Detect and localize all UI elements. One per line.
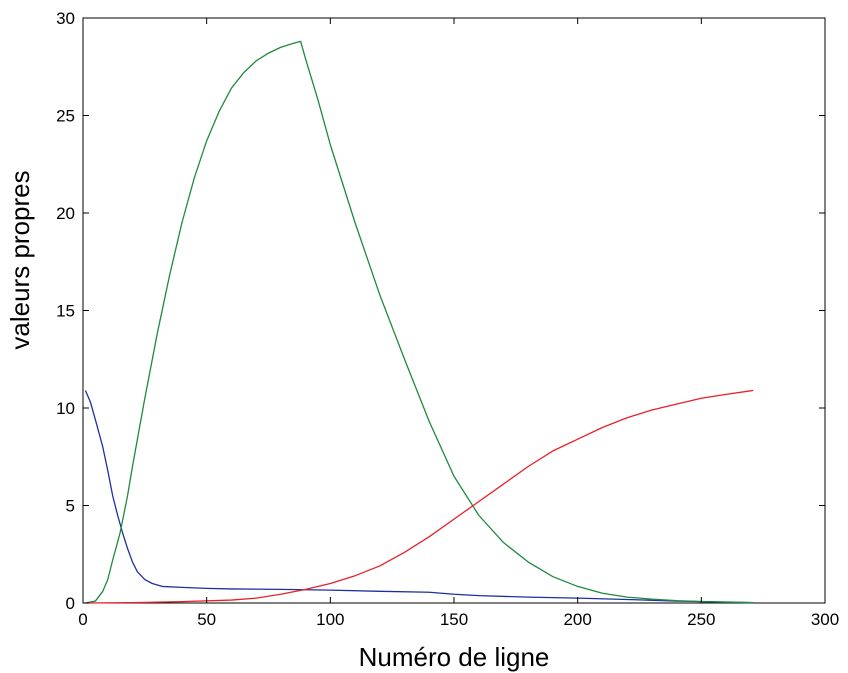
x-tick-label: 100: [316, 610, 344, 629]
x-axis: 0 50 100 150 200 250 300: [78, 18, 839, 629]
series-line-2: [85, 40, 754, 604]
y-tick-label: 25: [56, 107, 75, 126]
x-tick-label: 0: [78, 610, 87, 629]
y-tick-label: 10: [56, 399, 75, 418]
y-tick-label: 20: [56, 204, 75, 223]
plot-area: [82, 17, 826, 604]
series-line-1: [84, 390, 754, 604]
x-tick-label: 150: [440, 610, 468, 629]
x-tick-label: 200: [563, 610, 591, 629]
y-axis-title: valeurs propres: [5, 170, 35, 349]
y-axis: 0 5 10 15 20 25 30: [56, 9, 825, 613]
y-tick-label: 0: [66, 594, 75, 613]
y-tick-label: 15: [56, 302, 75, 321]
series-line-3: [85, 389, 754, 604]
series-layer: [84, 40, 754, 604]
x-tick-label: 300: [811, 610, 839, 629]
y-tick-label: 30: [56, 9, 75, 28]
y-tick-label: 5: [66, 497, 75, 516]
x-axis-title: Numéro de ligne: [359, 642, 550, 672]
x-tick-label: 250: [687, 610, 715, 629]
x-tick-label: 50: [197, 610, 216, 629]
